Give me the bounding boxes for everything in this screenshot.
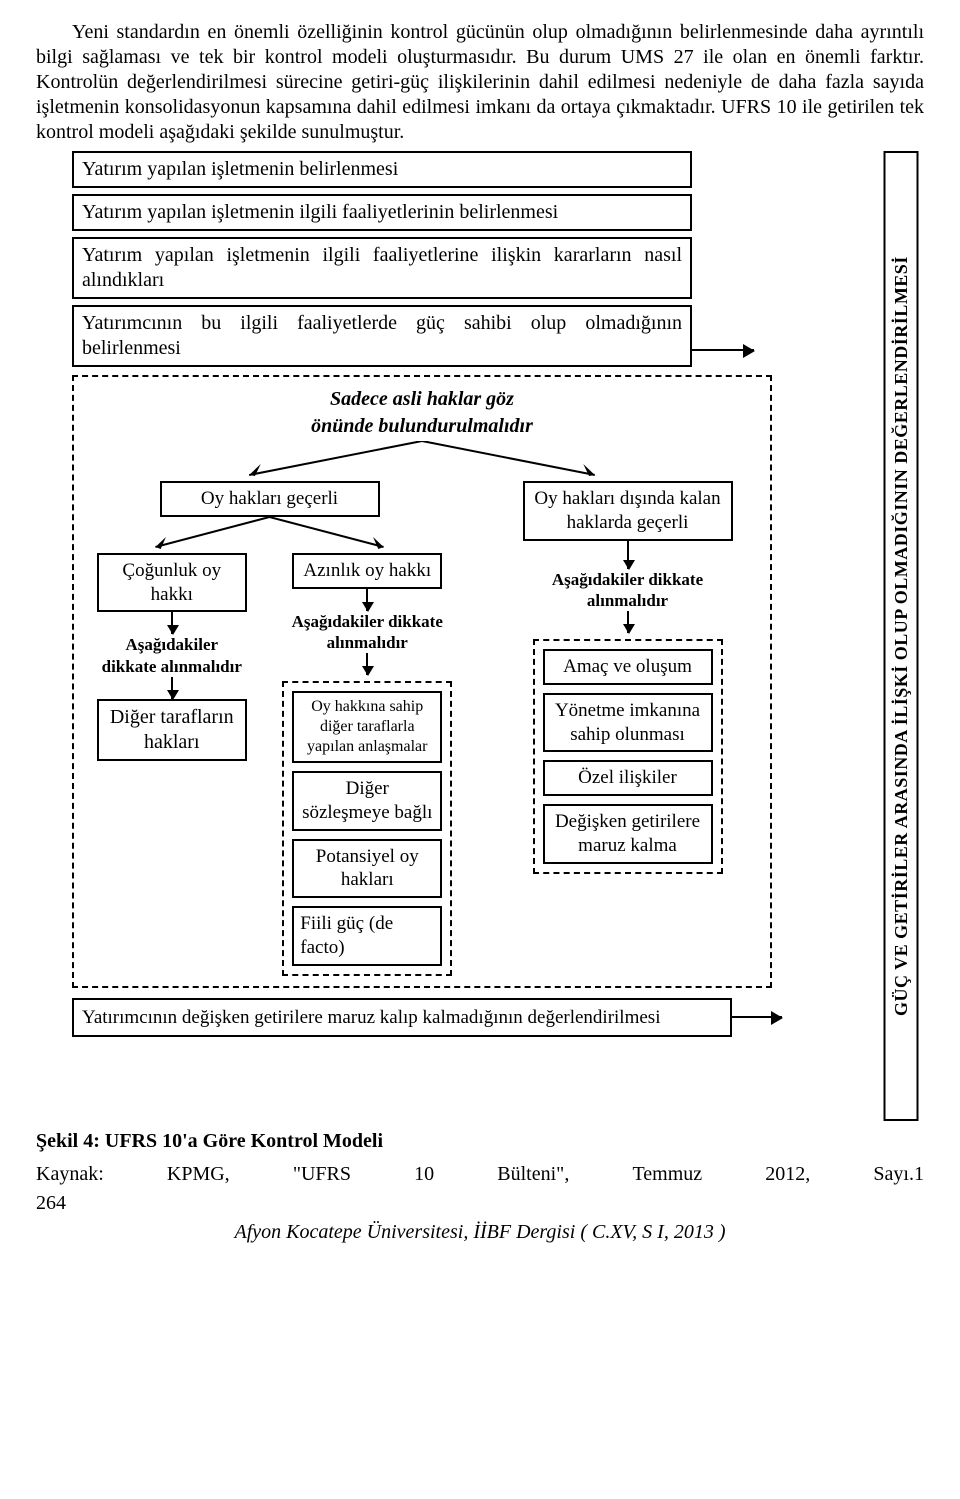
minority-item-1: Oy hakkına sahip diğer taraflarla yapıla… xyxy=(292,691,442,763)
step-4: Yatırımcının bu ilgili faaliyetlerde güç… xyxy=(72,305,692,367)
right-item-3: Özel ilişkiler xyxy=(543,760,713,796)
source-part: 10 xyxy=(414,1162,434,1187)
arrow-to-sidebar-icon xyxy=(692,349,754,351)
flow-header-line1: Sadece asli haklar göz xyxy=(84,387,760,412)
split-connector-icon xyxy=(134,441,710,481)
consider-note-3: Aşağıdakiler dikkate alınmalıdır xyxy=(528,569,728,612)
minority-box: Azınlık oy hakkı xyxy=(292,553,442,589)
down-arrow-icon xyxy=(627,611,629,633)
figure-caption: Şekil 4: UFRS 10'a Göre Kontrol Modeli xyxy=(36,1129,924,1154)
evaluation-box: Yatırımcının değişken getirilere maruz k… xyxy=(72,998,732,1038)
source-part: Temmuz xyxy=(632,1162,702,1187)
page-number: 264 xyxy=(36,1191,924,1216)
step-list: Yatırım yapılan işletmenin belirlenmesi … xyxy=(72,151,868,299)
flow-dashed-container: Sadece asli haklar göz önünde bulundurul… xyxy=(72,375,772,988)
step-1: Yatırım yapılan işletmenin belirlenmesi xyxy=(72,151,692,188)
minority-item-2: Diğer sözleşmeye bağlı xyxy=(292,771,442,831)
down-arrow-icon xyxy=(627,541,629,569)
down-arrow-icon xyxy=(171,612,173,634)
consider-note-1: Aşağıdakiler dikkate alınmalıdır xyxy=(97,634,247,677)
left-split-icon xyxy=(94,517,445,553)
vertical-sidebar-label: GÜÇ VE GETİRİLER ARASINDA İLİŞKİ OLUP OL… xyxy=(884,151,919,1121)
minority-item-3: Potansiyel oy hakları xyxy=(292,839,442,899)
intro-paragraph: Yeni standardın en önemli özelliğinin ko… xyxy=(36,20,924,145)
down-arrow-icon xyxy=(366,653,368,675)
flow-header-line2: önünde bulundurulmalıdır xyxy=(84,414,760,439)
arrow-to-sidebar-icon xyxy=(732,1016,782,1018)
source-part: 2012, xyxy=(765,1162,810,1187)
left-branch-box: Oy hakları geçerli xyxy=(160,481,380,517)
right-item-4: Değişken getirilere maruz kalma xyxy=(543,804,713,864)
down-arrow-icon xyxy=(366,589,368,611)
right-item-2: Yönetme imkanına sahip olunması xyxy=(543,693,713,753)
source-part: Bülteni", xyxy=(497,1162,569,1187)
source-part: Sayı.1 xyxy=(873,1162,924,1187)
source-part: Kaynak: xyxy=(36,1162,104,1187)
majority-box: Çoğunluk oy hakkı xyxy=(97,553,247,613)
minority-dashed-group: Oy hakkına sahip diğer taraflarla yapıla… xyxy=(282,681,452,976)
source-part: KPMG, xyxy=(167,1162,230,1187)
down-arrow-icon xyxy=(171,677,173,699)
right-dashed-group: Amaç ve oluşum Yönetme imkanına sahip ol… xyxy=(533,639,723,874)
source-part: "UFRS xyxy=(293,1162,351,1187)
source-row: Kaynak: KPMG, "UFRS 10 Bülteni", Temmuz … xyxy=(36,1162,924,1187)
right-item-1: Amaç ve oluşum xyxy=(543,649,713,685)
journal-footer: Afyon Kocatepe Üniversitesi, İİBF Dergis… xyxy=(36,1220,924,1245)
step-3: Yatırım yapılan işletmenin ilgili faaliy… xyxy=(72,237,692,299)
other-parties-box: Diğer tarafların hakları xyxy=(97,699,247,761)
right-branch-box: Oy hakları dışında kalan haklarda geçerl… xyxy=(523,481,733,541)
consider-note-2: Aşağıdakiler dikkate alınmalıdır xyxy=(287,611,447,654)
step-2: Yatırım yapılan işletmenin ilgili faaliy… xyxy=(72,194,692,231)
minority-item-4: Fiili güç (de facto) xyxy=(292,906,442,966)
